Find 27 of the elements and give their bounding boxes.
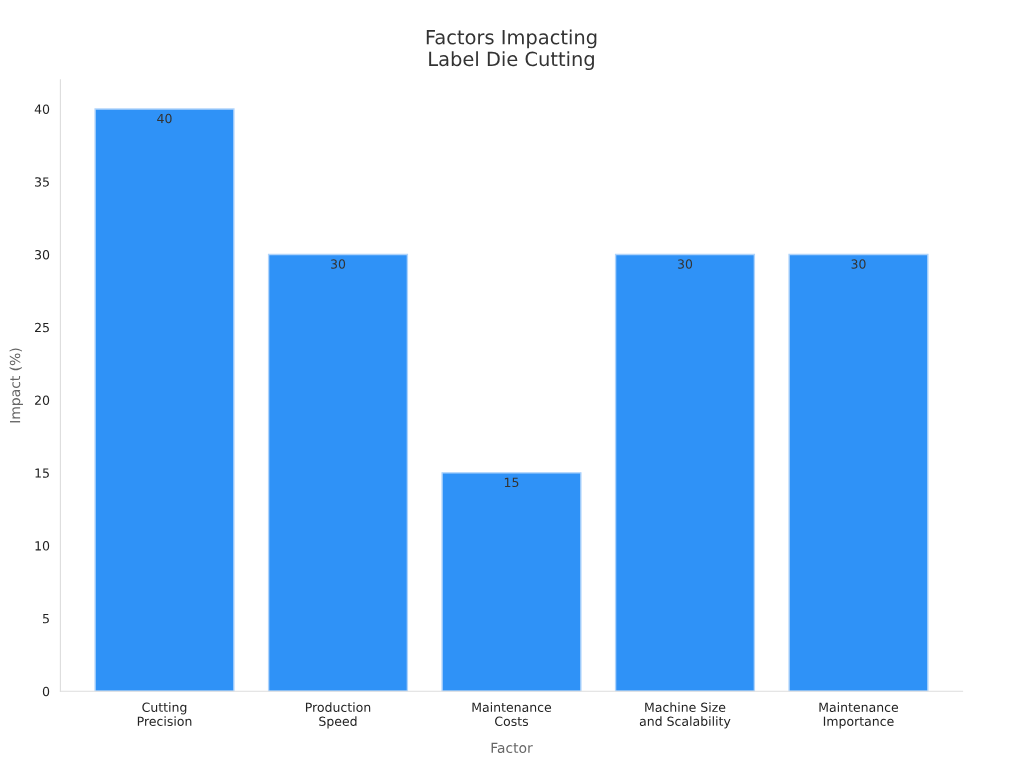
x-tick-label: Maintenance Costs — [472, 702, 552, 726]
data-label: 30 — [331, 259, 346, 269]
bar — [94, 108, 235, 692]
data-label: 30 — [851, 259, 866, 269]
bar — [267, 253, 409, 692]
y-tick-label: 0 — [42, 686, 50, 697]
chart-title: Factors Impacting Label Die Cutting — [426, 29, 597, 71]
y-tick-label: 10 — [35, 541, 50, 551]
bar — [614, 253, 756, 692]
x-tick-label: Cutting Precision — [137, 702, 192, 726]
data-label: 30 — [677, 259, 693, 269]
y-tick-label: 15 — [35, 468, 49, 478]
x-tick-label: Maintenance Importance — [819, 702, 899, 729]
x-tick-label: Machine Size and Scalability — [639, 702, 731, 729]
y-tick-label: 25 — [35, 322, 49, 333]
x-axis-title: Factor — [491, 742, 533, 754]
y-tick-label: 20 — [35, 395, 50, 406]
y-axis-title: Impact (%) — [9, 348, 23, 423]
y-tick-label: 5 — [43, 614, 49, 624]
data-label: 40 — [157, 113, 172, 124]
bar — [788, 253, 929, 692]
x-tick-label: Production Speed — [305, 702, 371, 729]
bar — [441, 472, 582, 692]
y-tick-label: 35 — [35, 177, 49, 187]
y-tick-label: 40 — [34, 104, 50, 114]
data-label: 15 — [504, 477, 519, 488]
y-tick-label: 30 — [35, 250, 50, 260]
